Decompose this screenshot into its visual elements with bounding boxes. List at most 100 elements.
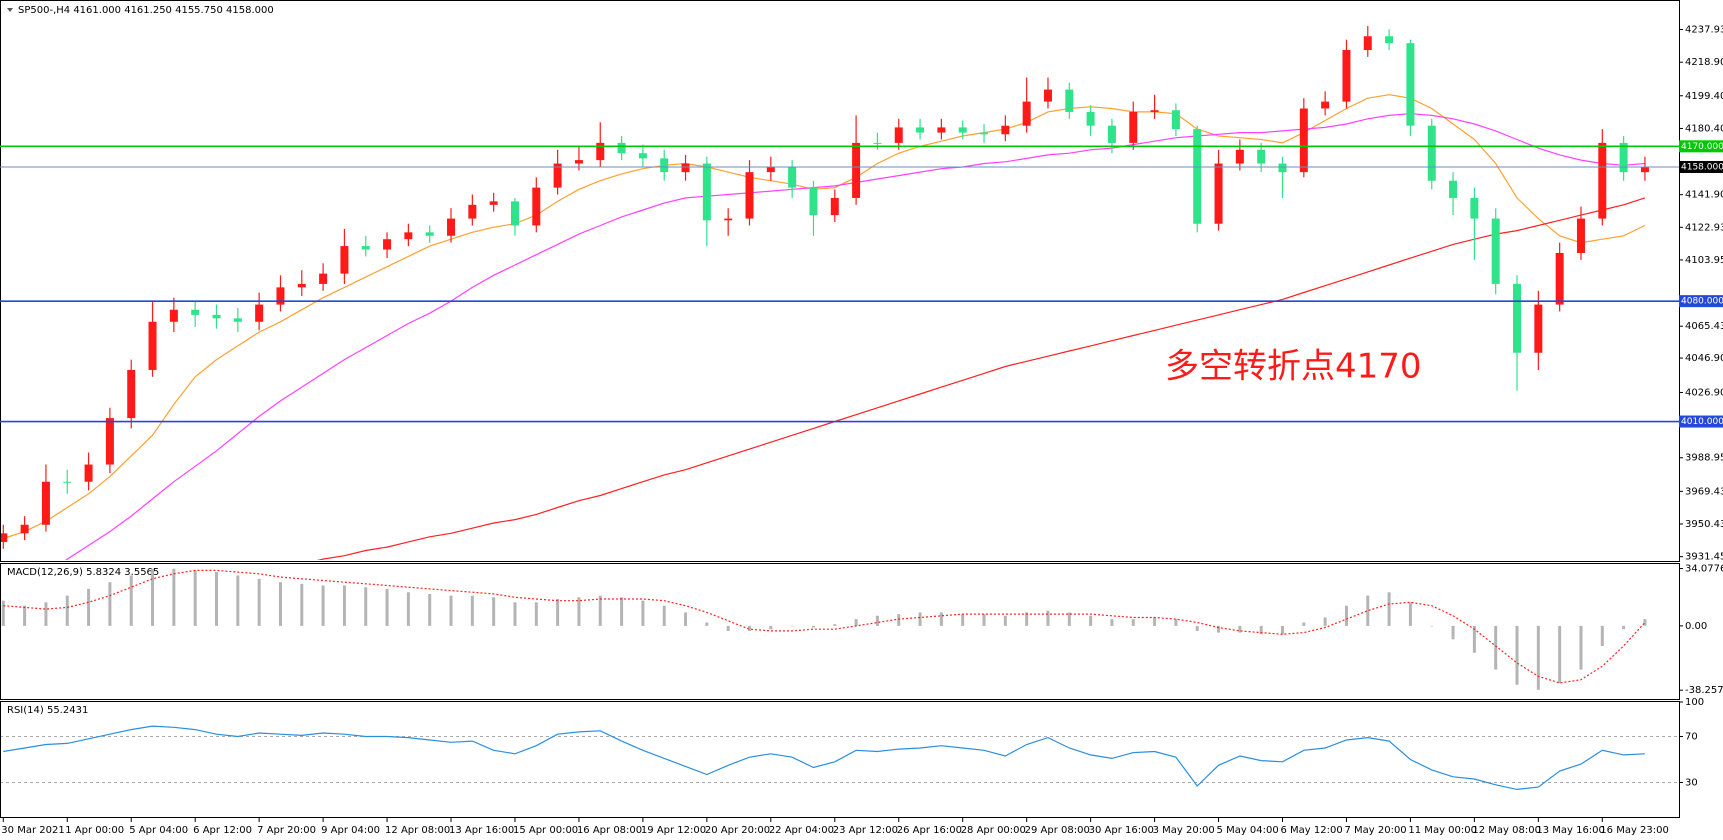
candle-body xyxy=(489,201,498,205)
x-tick-label: 16 Apr 08:00 xyxy=(577,825,642,836)
macd-bar xyxy=(961,614,965,626)
macd-bar xyxy=(1046,610,1050,626)
candle-body xyxy=(1449,180,1458,198)
macd-bar xyxy=(172,568,176,626)
candle-body xyxy=(191,309,200,315)
macd-bar xyxy=(556,598,560,626)
x-tick-label: 30 Mar 2021 xyxy=(1,825,64,836)
macd-bar xyxy=(748,625,751,631)
candle-body xyxy=(1129,111,1138,143)
candle-body xyxy=(63,481,72,483)
y-tick-label: 4141.905 xyxy=(1685,190,1723,201)
x-tick-label: 6 Apr 12:00 xyxy=(193,825,252,836)
candle-body xyxy=(41,481,50,525)
macd-bar xyxy=(428,593,432,626)
macd-bar xyxy=(1579,625,1583,670)
macd-bar xyxy=(1302,622,1306,626)
macd-bar xyxy=(1025,612,1029,626)
x-tick-label: 13 May 16:00 xyxy=(1536,825,1605,836)
candle-body xyxy=(1491,218,1500,284)
level-label: 4010.000 xyxy=(1681,417,1723,427)
x-tick-label: 11 May 00:00 xyxy=(1408,825,1477,836)
candle-body xyxy=(916,127,925,133)
candle-body xyxy=(212,314,221,319)
macd-bar xyxy=(662,605,666,626)
macd-bar xyxy=(513,602,517,626)
candle-body xyxy=(233,318,242,322)
y-tick-label: 3931.455 xyxy=(1685,552,1723,563)
y-tick-label: 0.00 xyxy=(1685,621,1707,632)
macd-bar xyxy=(1259,625,1263,635)
y-tick-label: 4199.405 xyxy=(1685,91,1723,102)
candle-body xyxy=(1640,166,1649,173)
macd-bar xyxy=(1323,617,1327,626)
x-tick-label: 5 May 04:00 xyxy=(1217,825,1279,836)
candle-body xyxy=(788,166,797,188)
macd-bar xyxy=(833,624,837,626)
macd-bar xyxy=(44,602,48,626)
macd-bar xyxy=(236,575,240,626)
candle-body xyxy=(596,142,605,161)
macd-bar xyxy=(321,585,325,626)
candle-body xyxy=(1043,89,1052,102)
candle-body xyxy=(1235,149,1244,164)
candle-body xyxy=(1278,163,1287,173)
candle-body xyxy=(660,158,669,173)
x-tick-label: 23 Apr 12:00 xyxy=(833,825,898,836)
candle-body xyxy=(809,187,818,216)
candle-body xyxy=(510,201,519,226)
candle-body xyxy=(1,533,8,542)
rsi-pane xyxy=(0,701,1680,818)
x-tick-label: 30 Apr 16:00 xyxy=(1089,825,1154,836)
candle-body xyxy=(681,163,690,173)
x-tick-label: 7 Apr 20:00 xyxy=(257,825,316,836)
level-label: 4158.000 xyxy=(1681,162,1723,172)
candle-body xyxy=(638,153,647,159)
level-tag xyxy=(1679,415,1723,428)
x-tick-label: 9 Apr 04:00 xyxy=(321,825,380,836)
icon xyxy=(7,8,13,12)
candle-body xyxy=(958,127,967,133)
macd-bar xyxy=(1600,625,1604,647)
y-tick-label: 4026.905 xyxy=(1685,387,1723,398)
candle-body xyxy=(319,273,328,284)
macd-bar xyxy=(1366,595,1370,626)
plot xyxy=(1,725,1678,791)
macd-bar xyxy=(726,625,730,631)
y-tick-label: 4046.905 xyxy=(1685,353,1723,364)
x-tick-label: 6 May 12:00 xyxy=(1281,825,1343,836)
macd-bar xyxy=(1622,625,1626,630)
candle-body xyxy=(1385,36,1394,44)
macd-bar xyxy=(1643,619,1647,626)
macd-bar xyxy=(1195,625,1199,631)
x-tick-label: 20 Apr 20:00 xyxy=(705,825,770,836)
level-tag xyxy=(1679,295,1723,308)
y-tick-label: 4065.430 xyxy=(1685,321,1723,332)
macd-bar xyxy=(598,595,602,626)
macd-bar xyxy=(1217,625,1221,633)
macd-bar xyxy=(151,568,155,626)
macd-bar xyxy=(1515,625,1519,685)
candle-body xyxy=(1171,110,1180,130)
x-tick-label: 13 Apr 16:00 xyxy=(449,825,514,836)
macd-bar xyxy=(23,605,27,626)
candle-body xyxy=(617,142,626,154)
candle-body xyxy=(1406,43,1415,126)
macd-bar xyxy=(1451,625,1455,640)
candle-body xyxy=(340,246,349,274)
x-tick-label: 12 May 08:00 xyxy=(1472,825,1541,836)
macd-bar xyxy=(854,619,858,626)
candle-body xyxy=(1107,125,1116,143)
candle-body xyxy=(937,127,946,133)
candle-body xyxy=(1598,142,1607,219)
candle-body xyxy=(84,464,93,482)
macd-bar xyxy=(1238,625,1242,633)
annotation: 多空转折点4170 xyxy=(1165,347,1422,387)
x-tick-label: 28 Apr 00:00 xyxy=(961,825,1026,836)
candle-body xyxy=(830,197,839,216)
moving-average xyxy=(65,113,1645,560)
candle-body xyxy=(447,218,456,236)
candle-body xyxy=(702,163,711,221)
y-tick-label: 70 xyxy=(1685,732,1698,743)
